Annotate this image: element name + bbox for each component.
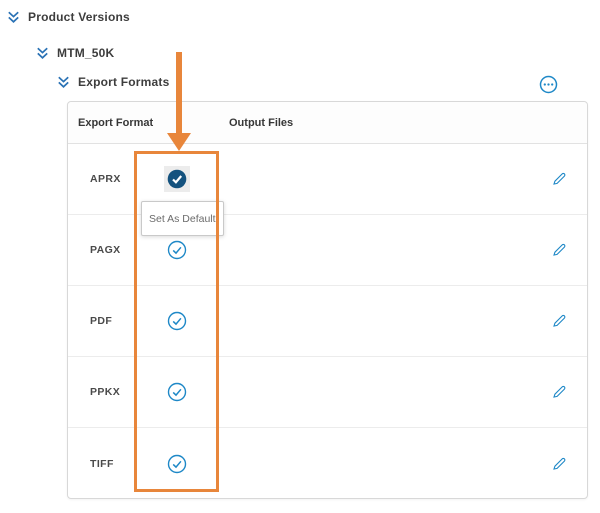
default-check-selected-icon[interactable] [163,166,190,192]
format-label: TIFF [90,457,114,470]
default-check-icon[interactable] [164,379,190,405]
annotation-arrow-head-icon [167,133,191,151]
edit-pencil-icon[interactable] [549,311,569,331]
default-cell [134,308,219,334]
default-check-icon[interactable] [164,237,190,263]
chevrons-down-icon[interactable] [57,75,70,89]
edit-pencil-icon[interactable] [549,454,569,474]
tree-item-mtm-50k[interactable]: MTM_50K [36,44,114,62]
format-label: PAGX [90,244,121,256]
tree-label: MTM_50K [57,46,115,60]
edit-pencil-icon[interactable] [549,169,569,189]
table-row-aprx: APRX [68,144,587,215]
table-header-row: Export Format Output Files [68,102,587,144]
edit-pencil-icon[interactable] [549,382,569,402]
tree-item-export-formats[interactable]: Export Formats [57,73,169,91]
actions-cell [531,169,587,189]
format-label: APRX [90,173,121,185]
actions-cell [531,240,587,260]
format-label: PPKX [90,386,121,398]
default-cell [134,379,219,405]
column-header-export-format: Export Format [78,116,154,129]
default-cell [134,166,219,192]
table-row-pagx: PAGX [68,215,587,286]
table-row-pdf: PDF [68,286,587,357]
actions-cell [531,382,587,402]
default-check-icon[interactable] [164,308,190,334]
edit-pencil-icon[interactable] [549,240,569,260]
table-row-tiff: TIFF [68,428,587,499]
ellipsis-circle-icon[interactable] [538,74,558,94]
default-cell [134,237,219,263]
table-row-ppkx: PPKX [68,357,587,428]
tree-item-product-versions[interactable]: Product Versions [7,8,130,26]
chevrons-down-icon[interactable] [36,46,49,60]
chevrons-down-icon[interactable] [7,10,20,24]
format-label: PDF [90,315,113,327]
annotation-arrow-shaft [176,52,182,134]
actions-cell [531,311,587,331]
actions-cell [531,454,587,474]
column-header-output-files: Output Files [229,116,294,129]
tree-label: Export Formats [78,75,170,89]
set-as-default-tooltip: Set As Default [141,201,224,236]
default-check-icon[interactable] [164,451,190,477]
export-formats-table: Export Format Output Files APRX [67,101,588,499]
default-cell [134,451,219,477]
tree-label: Product Versions [28,10,130,24]
